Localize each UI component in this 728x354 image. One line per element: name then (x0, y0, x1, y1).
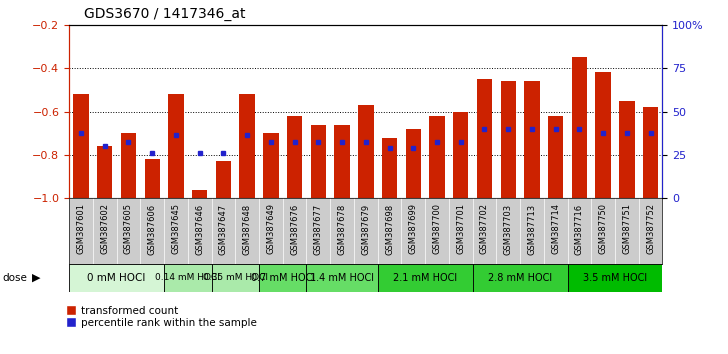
Text: GSM387676: GSM387676 (290, 204, 299, 255)
Bar (501, 81, 516, 198)
Text: GSM387602: GSM387602 (100, 204, 109, 255)
Bar (620, 101, 635, 198)
Bar (240, 94, 255, 198)
FancyBboxPatch shape (259, 264, 306, 292)
FancyBboxPatch shape (568, 264, 662, 292)
Text: 2.1 mM HOCl: 2.1 mM HOCl (393, 273, 457, 283)
Text: GSM387702: GSM387702 (480, 204, 489, 255)
Text: 2.8 mM HOCl: 2.8 mM HOCl (488, 273, 552, 283)
Bar (382, 137, 397, 198)
Bar (477, 79, 492, 198)
Text: 3.5 mM HOCl: 3.5 mM HOCl (583, 273, 647, 283)
Text: GSM387645: GSM387645 (172, 204, 181, 255)
Text: GSM387716: GSM387716 (575, 204, 584, 255)
Bar (145, 159, 160, 198)
Text: GSM387714: GSM387714 (551, 204, 560, 255)
Text: GSM387679: GSM387679 (361, 204, 371, 255)
FancyBboxPatch shape (212, 264, 259, 292)
Text: GSM387751: GSM387751 (622, 204, 631, 255)
Bar (97, 146, 112, 198)
Text: 0 mM HOCl: 0 mM HOCl (87, 273, 146, 283)
Text: GSM387699: GSM387699 (409, 204, 418, 255)
Text: GSM387713: GSM387713 (528, 204, 537, 255)
Text: GDS3670 / 1417346_at: GDS3670 / 1417346_at (84, 7, 245, 21)
Text: GSM387646: GSM387646 (195, 204, 204, 255)
Text: GSM387648: GSM387648 (242, 204, 252, 255)
Bar (358, 105, 373, 198)
Text: GSM387700: GSM387700 (432, 204, 441, 255)
Bar (215, 161, 231, 198)
FancyBboxPatch shape (378, 264, 472, 292)
Text: GSM387698: GSM387698 (385, 204, 394, 255)
Text: GSM387701: GSM387701 (456, 204, 465, 255)
Text: GSM387647: GSM387647 (219, 204, 228, 255)
Text: GSM387703: GSM387703 (504, 204, 513, 255)
Text: 0.7 mM HOCl: 0.7 mM HOCl (250, 273, 314, 283)
Text: GSM387606: GSM387606 (148, 204, 157, 255)
Bar (571, 57, 587, 198)
Bar (334, 125, 349, 198)
Bar (74, 94, 89, 198)
Bar (548, 116, 563, 198)
Bar (168, 94, 183, 198)
Bar (596, 73, 611, 198)
FancyBboxPatch shape (306, 264, 378, 292)
Text: GSM387677: GSM387677 (314, 204, 323, 255)
FancyBboxPatch shape (164, 264, 212, 292)
Legend: transformed count, percentile rank within the sample: transformed count, percentile rank withi… (67, 306, 256, 328)
Bar (311, 125, 326, 198)
Bar (430, 116, 445, 198)
Text: 0.35 mM HOCl: 0.35 mM HOCl (203, 273, 268, 282)
Bar (453, 112, 468, 198)
Bar (643, 107, 658, 198)
Text: 1.4 mM HOCl: 1.4 mM HOCl (310, 273, 374, 283)
Text: GSM387678: GSM387678 (338, 204, 347, 255)
Text: GSM387752: GSM387752 (646, 204, 655, 255)
Bar (524, 81, 539, 198)
Bar (264, 133, 279, 198)
Bar (192, 190, 207, 198)
Text: GSM387649: GSM387649 (266, 204, 275, 255)
Text: GSM387605: GSM387605 (124, 204, 133, 255)
Text: GSM387750: GSM387750 (598, 204, 608, 255)
Text: dose: dose (2, 273, 27, 283)
Bar (121, 133, 136, 198)
FancyBboxPatch shape (472, 264, 568, 292)
Bar (405, 129, 421, 198)
Text: 0.14 mM HOCl: 0.14 mM HOCl (155, 273, 221, 282)
FancyBboxPatch shape (69, 264, 164, 292)
Text: ▶: ▶ (32, 273, 41, 283)
Bar (287, 116, 302, 198)
Text: GSM387601: GSM387601 (76, 204, 85, 255)
